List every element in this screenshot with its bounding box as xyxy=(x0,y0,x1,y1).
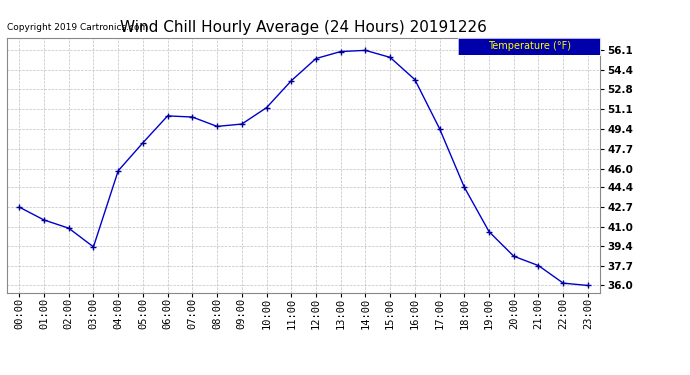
Title: Wind Chill Hourly Average (24 Hours) 20191226: Wind Chill Hourly Average (24 Hours) 201… xyxy=(120,20,487,35)
Text: Copyright 2019 Cartronics.com: Copyright 2019 Cartronics.com xyxy=(7,23,148,32)
